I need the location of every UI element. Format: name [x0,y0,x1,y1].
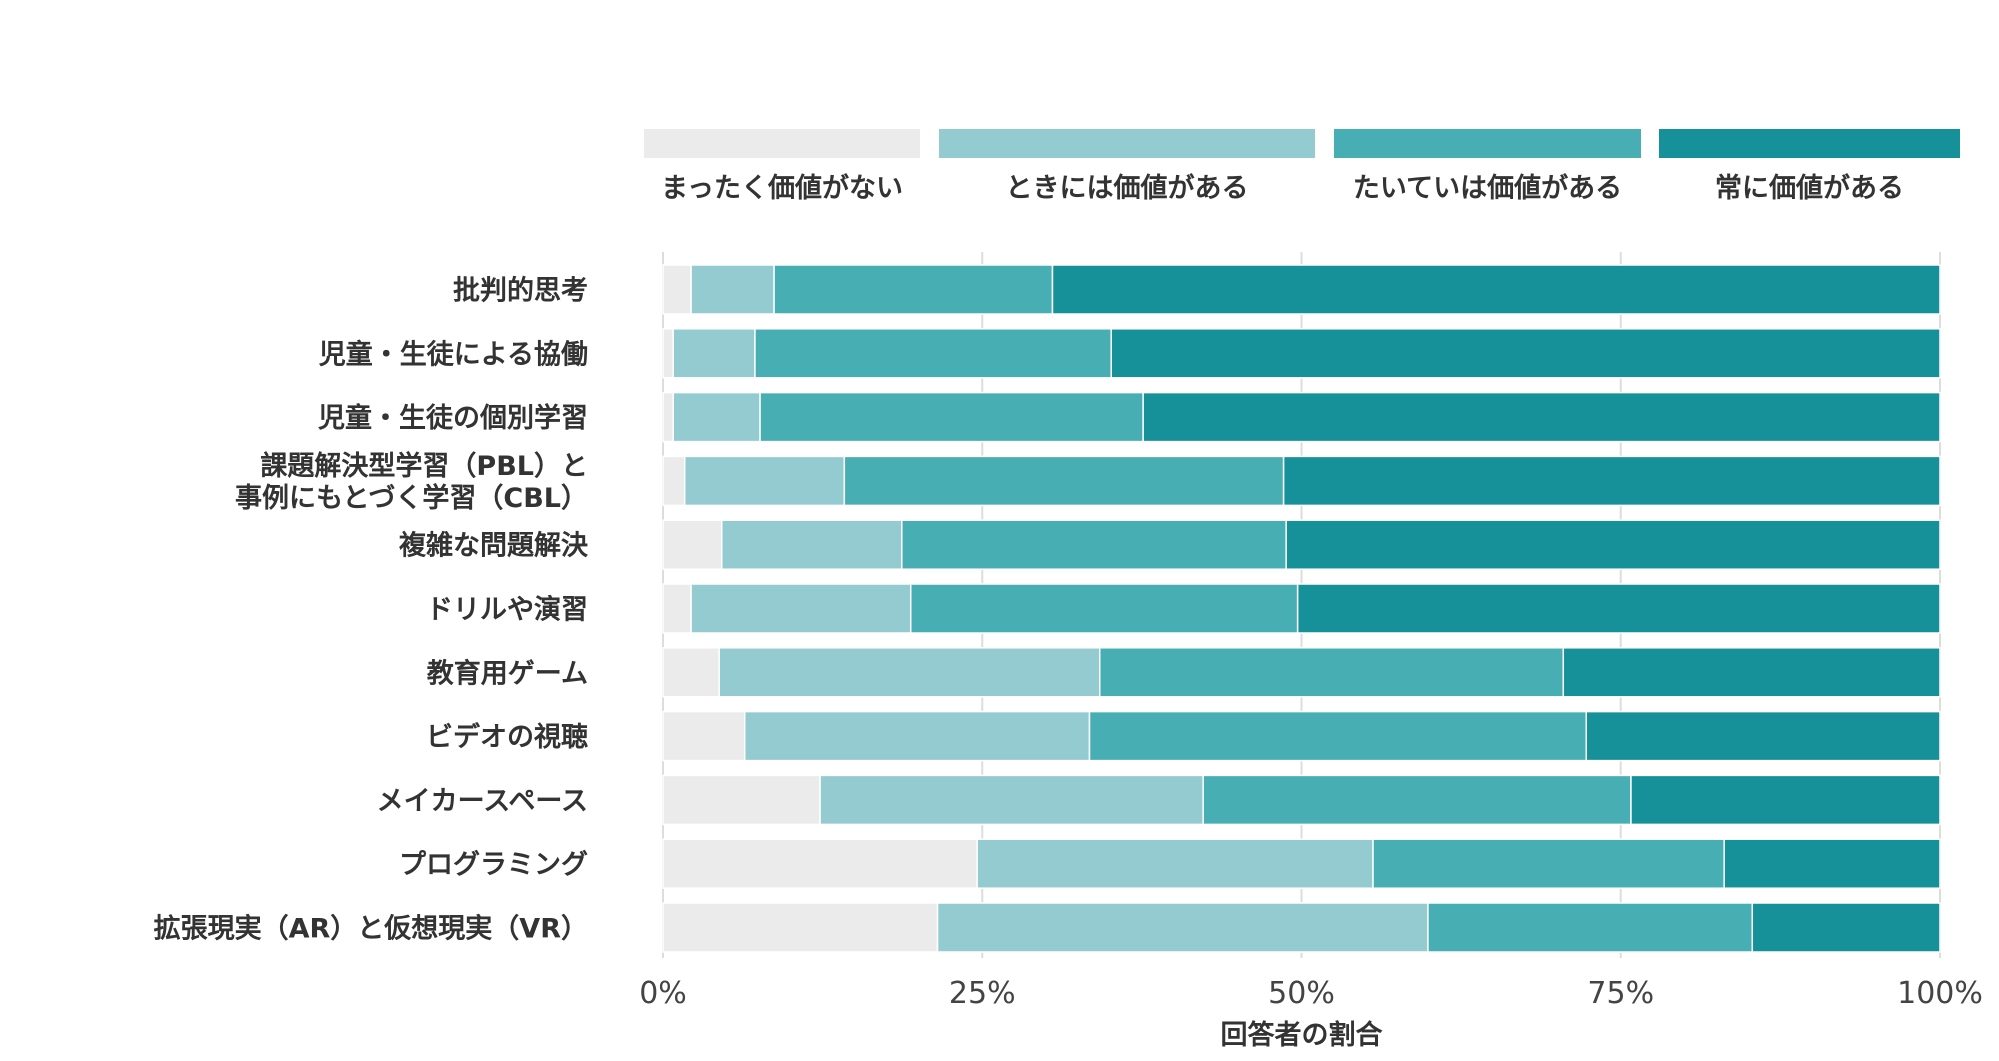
bar-segment [1562,647,1941,698]
category-label: 拡張現実（AR）と仮想現実（VR） [154,913,588,945]
category-labels: 批判的思考児童・生徒による協働児童・生徒の個別学習課題解決型学習（PBL）と事例… [154,275,589,945]
x-tick-label: 25% [949,976,1016,1011]
bar-segment [672,328,756,379]
legend-label: ときには価値がある [1006,172,1249,204]
x-axis-ticks: 0% 25% 50% 75% 100% [639,976,1983,1011]
bar-segment [901,519,1287,570]
x-tick-label: 0% [639,976,687,1011]
bar-segment [1296,583,1941,634]
bar-segment [1427,902,1754,953]
category-label: 児童・生徒による協働 [319,338,588,370]
bar-segment [1285,519,1941,570]
legend-swatch [644,129,920,158]
bar-segment [743,710,1091,762]
bar-segment [662,710,746,762]
category-label: プログラミング [399,849,588,881]
bar-segment [662,902,939,953]
legend-swatch [939,129,1315,158]
category-label: 批判的思考 [453,275,588,307]
bar-segment [662,455,686,507]
bar-segment [1372,838,1725,889]
bar-segment [1098,647,1565,698]
legend-label: まったく価値がない [661,172,903,204]
category-label: ビデオの視聴 [426,721,588,753]
bar-segment [1051,264,1941,315]
bar-segment [1585,710,1941,762]
bar-segment [1723,838,1941,889]
bar-segment [773,264,1054,315]
bar-segment [662,774,821,826]
category-label: メイカースペース [377,786,588,817]
bar-segment [662,391,674,443]
bar-segment [909,583,1299,634]
category-label: 教育用ゲーム [427,657,588,689]
bar-segment [1110,328,1941,379]
legend: まったく価値がない ときには価値がある たいていは価値がある 常に価値がある [644,129,1960,204]
bar-segment [1088,710,1588,762]
bar-segment [936,902,1429,953]
bar-segment [662,328,674,379]
bar-segment [690,264,775,315]
x-tick-label: 50% [1268,976,1335,1011]
legend-label: 常に価値がある [1715,172,1904,204]
bar-segment [720,519,903,570]
x-tick-label: 100% [1897,976,1983,1011]
category-label: ドリルや演習 [426,594,588,626]
bar-segment [662,583,692,634]
bar-segment [662,519,723,570]
bar-segment [754,328,1112,379]
bars [662,264,1941,953]
category-label: 課題解決型学習（PBL）と事例にもとづく学習（CBL） [235,450,588,514]
legend-label: たいていは価値がある [1353,172,1622,204]
legend-swatch [1659,129,1960,158]
bar-segment [1630,774,1941,826]
bar-segment [843,455,1285,507]
x-axis-title: 回答者の割合 [1221,1019,1383,1051]
bar-segment [1202,774,1632,826]
category-label: 児童・生徒の個別学習 [318,402,588,434]
bar-segment [759,391,1144,443]
bar-segment [1282,455,1941,507]
bar-segment [1142,391,1941,443]
bar-segment [662,264,692,315]
bar-segment [976,838,1374,889]
bar-segment [683,455,846,507]
bar-segment [662,838,978,889]
bar-segment [690,583,912,634]
bar-segment [672,391,761,443]
x-tick-label: 75% [1587,976,1654,1011]
bar-segment [662,647,720,698]
bar-segment [819,774,1204,826]
category-label: 複雑な問題解決 [399,530,589,562]
bar-segment [718,647,1101,698]
bar-segment [1751,902,1941,953]
legend-swatch [1334,129,1641,158]
